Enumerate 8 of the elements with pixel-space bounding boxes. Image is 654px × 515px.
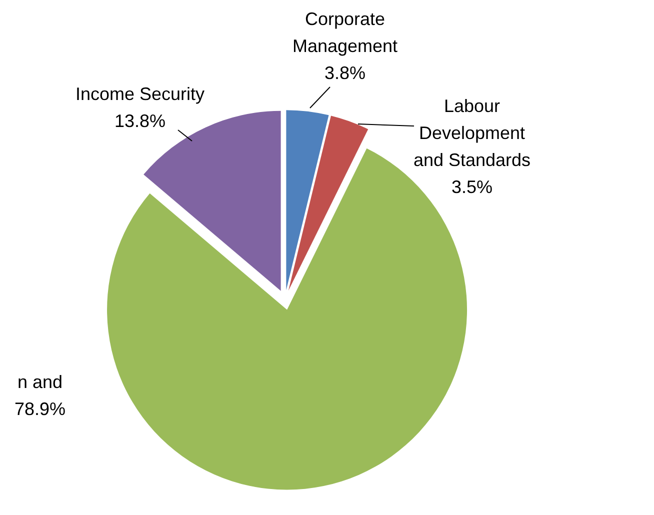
slice-label: Labour Development and Standards [413, 96, 531, 170]
data-label: 13.8% [114, 111, 166, 131]
data-label: 3.5% [451, 177, 493, 197]
data-label: 3.8% [324, 63, 366, 83]
data-label: 78.9% [14, 399, 66, 419]
slice-label: Corporate Management [292, 9, 398, 56]
slice-label: n and [17, 372, 63, 392]
slice-label: Income Security [75, 84, 205, 104]
